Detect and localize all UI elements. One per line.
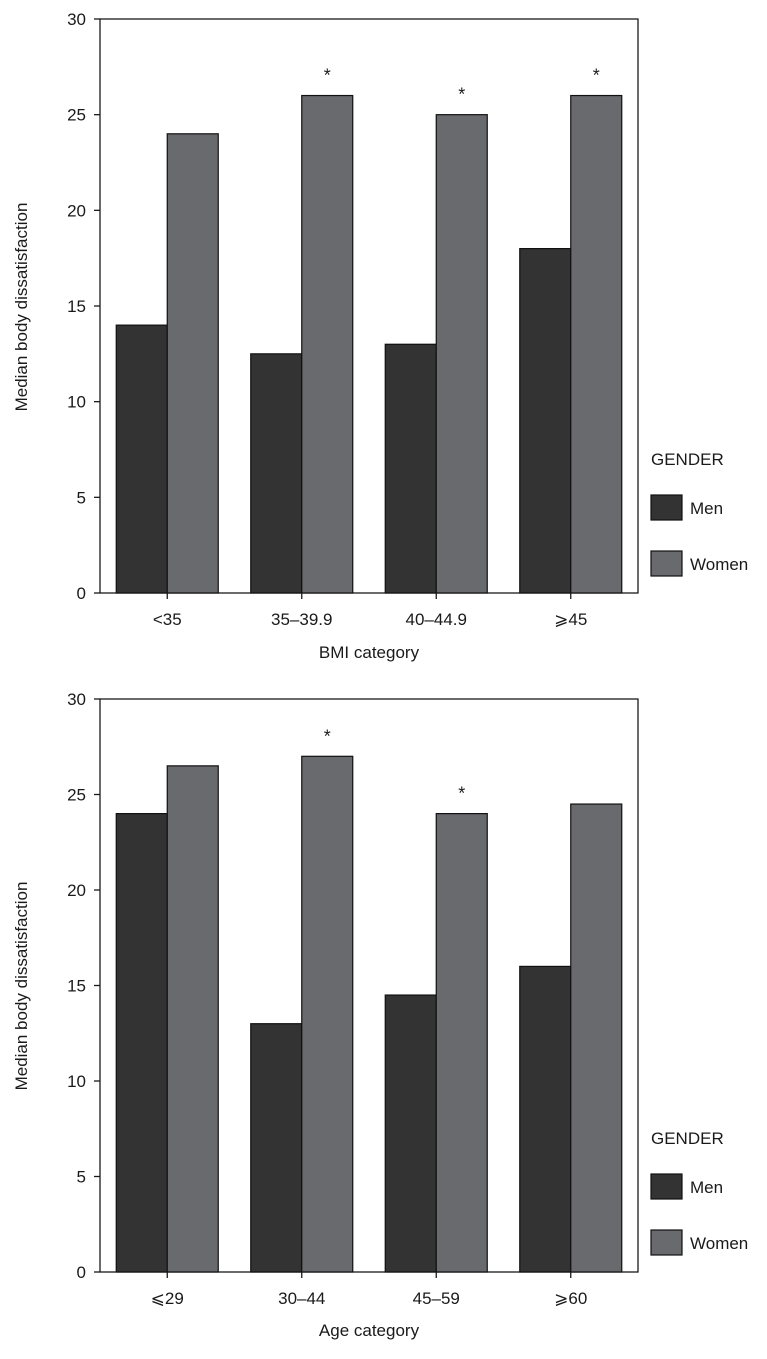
bar-men-2 bbox=[250, 1023, 303, 1273]
significance-marker: * bbox=[458, 85, 465, 105]
chart-bmi: 0 5 10 15 20 25 30 <35 35–39.9 * 40–44.9 * ⩾45 * BMI c… bbox=[12, 10, 748, 662]
legend-swatch-women bbox=[650, 1229, 683, 1256]
bar-men-2 bbox=[250, 353, 303, 594]
x-tick-label: 35–39.9 bbox=[271, 610, 332, 629]
significance-marker: * bbox=[324, 66, 331, 86]
bar-men-4 bbox=[519, 248, 572, 594]
bar-women-3 bbox=[435, 114, 488, 594]
legend-label-women: Women bbox=[690, 1234, 748, 1253]
significance-marker: * bbox=[458, 784, 465, 804]
chart-age: 0 5 10 15 20 25 30 ⩽29 30–44 * 45–59 * ⩾60 Age catego… bbox=[12, 690, 748, 1340]
y-axis-title: Median body dissatisfaction bbox=[12, 203, 31, 412]
bar-women-2 bbox=[301, 94, 354, 594]
y-tick-label: 30 bbox=[67, 690, 86, 709]
x-tick-label: 45–59 bbox=[413, 1289, 460, 1308]
y-tick-label: 15 bbox=[67, 297, 86, 316]
bar-women-3 bbox=[435, 813, 488, 1273]
x-axis-title: Age category bbox=[319, 1321, 420, 1340]
legend-label-men: Men bbox=[690, 499, 723, 518]
significance-marker: * bbox=[593, 66, 600, 86]
legend-swatch-men bbox=[650, 1173, 683, 1200]
bar-men-4 bbox=[519, 965, 572, 1273]
bar-women-4 bbox=[570, 94, 623, 594]
legend-title: GENDER bbox=[651, 1129, 724, 1148]
bar-men-1 bbox=[115, 813, 168, 1273]
x-tick-label: <35 bbox=[153, 610, 182, 629]
legend-swatch-men bbox=[650, 494, 683, 521]
y-tick-label: 0 bbox=[77, 584, 86, 603]
y-tick-label: 5 bbox=[77, 488, 86, 507]
y-tick-label: 10 bbox=[67, 393, 86, 412]
y-tick-label: 0 bbox=[77, 1263, 86, 1282]
significance-marker: * bbox=[324, 726, 331, 746]
y-tick-label: 20 bbox=[67, 201, 86, 220]
bar-men-3 bbox=[384, 994, 437, 1273]
y-tick-label: 10 bbox=[67, 1072, 86, 1091]
bar-men-1 bbox=[115, 324, 168, 594]
y-tick-label: 30 bbox=[67, 10, 86, 29]
bar-women-2 bbox=[301, 755, 354, 1273]
legend-label-women: Women bbox=[690, 555, 748, 574]
bar-women-1 bbox=[166, 133, 219, 594]
y-tick-label: 5 bbox=[77, 1168, 86, 1187]
y-tick-label: 20 bbox=[67, 881, 86, 900]
x-axis-title: BMI category bbox=[319, 643, 420, 662]
legend-swatch-women bbox=[650, 550, 683, 577]
x-tick-label: 30–44 bbox=[278, 1289, 325, 1308]
y-axis-title: Median body dissatisfaction bbox=[12, 882, 31, 1091]
y-tick-label: 25 bbox=[67, 786, 86, 805]
bar-men-3 bbox=[384, 343, 437, 594]
y-tick-label: 25 bbox=[67, 106, 86, 125]
bar-women-1 bbox=[166, 765, 219, 1273]
y-tick-label: 15 bbox=[67, 977, 86, 996]
legend-title: GENDER bbox=[651, 450, 724, 469]
x-tick-label: ⩾45 bbox=[554, 610, 587, 629]
legend-label-men: Men bbox=[690, 1178, 723, 1197]
x-tick-label: 40–44.9 bbox=[406, 610, 467, 629]
x-tick-label: ⩾60 bbox=[554, 1289, 587, 1308]
bar-women-4 bbox=[570, 803, 623, 1273]
x-tick-label: ⩽29 bbox=[151, 1289, 184, 1308]
